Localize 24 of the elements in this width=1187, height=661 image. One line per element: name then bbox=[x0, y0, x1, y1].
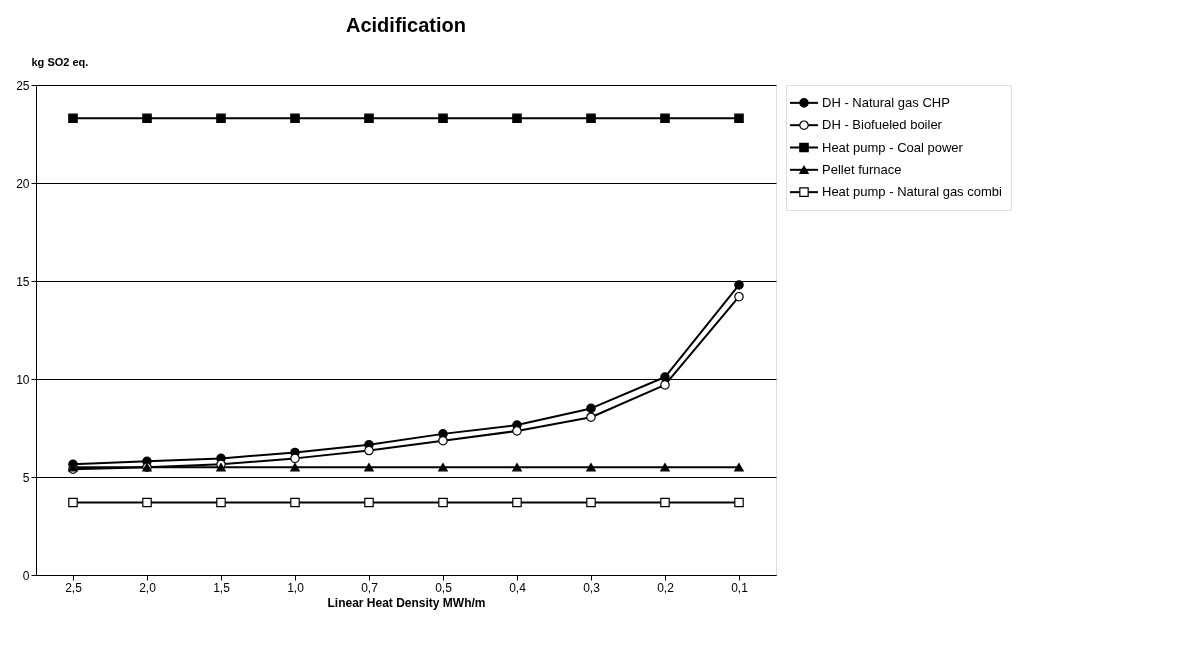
x-tick-label: 0,3 bbox=[583, 580, 601, 595]
x-tick-label: 0,2 bbox=[657, 580, 675, 595]
y-tick-label: 20 bbox=[16, 176, 30, 191]
legend-label: DH - Biofueled boiler bbox=[822, 117, 943, 133]
legend-label: Pellet furnace bbox=[822, 161, 902, 177]
x-axis-title: Linear Heat Density MWh/m bbox=[327, 595, 486, 610]
x-tick-label: 0,5 bbox=[435, 580, 453, 595]
legend-label: Heat pump - Natural gas combi bbox=[822, 184, 1003, 200]
x-tick-label: 1,5 bbox=[213, 580, 231, 595]
y-tick-label: 5 bbox=[22, 470, 30, 485]
chart-title: Acidification bbox=[345, 14, 467, 36]
x-tick-label: 2,5 bbox=[65, 580, 83, 595]
y-tick-label: 10 bbox=[16, 372, 30, 387]
x-tick-label: 0,7 bbox=[361, 580, 379, 595]
y-tick-label: 25 bbox=[16, 78, 30, 93]
y-tick-label: 15 bbox=[16, 274, 30, 289]
x-tick-label: 1,0 bbox=[287, 580, 305, 595]
x-tick-label: 2,0 bbox=[139, 580, 157, 595]
y-tick-label: 0 bbox=[22, 568, 30, 583]
legend-label: Heat pump - Coal power bbox=[822, 139, 964, 155]
legend-label: DH - Natural gas CHP bbox=[822, 94, 950, 110]
y-axis-title: kg SO2 eq. bbox=[31, 55, 89, 68]
x-tick-label: 0,4 bbox=[509, 580, 527, 595]
x-tick-label: 0,1 bbox=[731, 580, 749, 595]
